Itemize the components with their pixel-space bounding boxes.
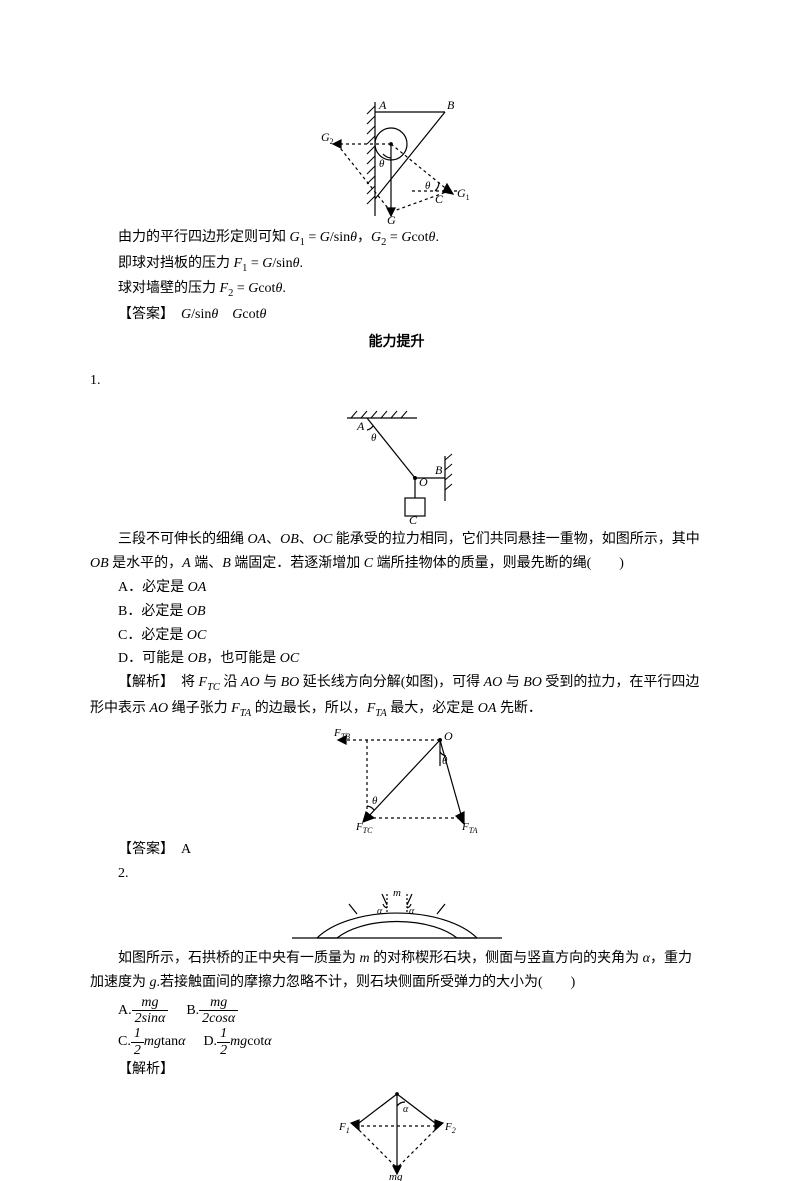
figure-5: F1 F2 mg α	[327, 1086, 467, 1181]
q2-stem: 如图所示，石拱桥的正中央有一质量为 m 的对称楔形石块，侧面与竖直方向的夹角为 …	[90, 947, 703, 995]
svg-text:G1: G1	[457, 186, 470, 202]
q1-option-b: B．必定是 OB	[118, 600, 703, 624]
q1-options: A．必定是 OA B．必定是 OB C．必定是 OC D．可能是 OB，也可能是…	[118, 576, 703, 671]
svg-text:A: A	[378, 98, 387, 112]
q1-solution: 【解析】 将 FTC 沿 AO 与 BO 延长线方向分解(如图)，可得 AO 与…	[90, 671, 703, 722]
svg-text:G2: G2	[321, 130, 334, 146]
svg-text:α: α	[409, 906, 415, 917]
q2-option-c: C.12mgtanα	[118, 1026, 185, 1058]
svg-text:θ: θ	[372, 795, 378, 807]
section-title: 能力提升	[90, 331, 703, 355]
svg-text:m: m	[393, 890, 401, 899]
svg-text:C: C	[409, 513, 418, 526]
svg-text:θ: θ	[379, 158, 385, 170]
svg-text:B: B	[435, 463, 443, 477]
svg-text:θ: θ	[442, 755, 448, 767]
q1-option-d: D．可能是 OB，也可能是 OC	[118, 647, 703, 671]
figure-3: O FTB FTA FTC θ θ	[312, 726, 482, 836]
svg-text:F1: F1	[338, 1121, 350, 1135]
svg-text:mg: mg	[389, 1171, 403, 1181]
svg-text:FTA: FTA	[461, 821, 478, 835]
svg-text:C: C	[435, 192, 444, 206]
q2-number: 2.	[90, 862, 703, 886]
svg-text:α: α	[377, 906, 383, 917]
svg-text:α: α	[403, 1104, 409, 1115]
figure-2: A θ B O C	[327, 406, 467, 526]
intro-line1: 由力的平行四边形定则可知 G1 = G/sinθ，G2 = Gcotθ.	[90, 226, 703, 252]
q1-stem: 三段不可伸长的细绳 OA、OB、OC 能承受的拉力相同，它们共同悬挂一重物，如图…	[90, 528, 703, 576]
figure-1: A B C G G1 G2 θ θ	[317, 94, 477, 224]
intro-line2: 即球对挡板的压力 F1 = G/sinθ.	[90, 252, 703, 278]
q2-solution-label: 【解析】	[90, 1058, 703, 1082]
intro-answer: 【答案】 G/sinθ Gcotθ	[90, 303, 703, 327]
q2-option-b: B.mg2cosα	[186, 995, 238, 1027]
q1-number: 1.	[90, 369, 703, 393]
q2-options-row1: A.mg2sinα B.mg2cosα	[118, 995, 703, 1027]
svg-text:A: A	[356, 419, 365, 433]
svg-text:θ: θ	[371, 432, 377, 444]
svg-text:G: G	[387, 213, 396, 224]
figure-4: m α α	[287, 890, 507, 945]
q1-option-c: C．必定是 OC	[118, 624, 703, 648]
svg-text:O: O	[419, 475, 428, 489]
svg-text:θ: θ	[425, 180, 431, 192]
q1-answer: 【答案】 A	[90, 838, 703, 862]
svg-text:B: B	[447, 98, 455, 112]
svg-text:FTC: FTC	[355, 821, 373, 835]
svg-text:O: O	[444, 729, 453, 743]
q2-option-a: A.mg2sinα	[118, 995, 168, 1027]
q2-options-row2: C.12mgtanα D.12mgcotα	[118, 1026, 703, 1058]
intro-line3: 球对墙壁的压力 F2 = Gcotθ.	[90, 277, 703, 303]
svg-text:FTB: FTB	[333, 727, 350, 741]
q1-option-a: A．必定是 OA	[118, 576, 703, 600]
q2-option-d: D.12mgcotα	[203, 1026, 271, 1058]
svg-text:F2: F2	[444, 1121, 456, 1135]
